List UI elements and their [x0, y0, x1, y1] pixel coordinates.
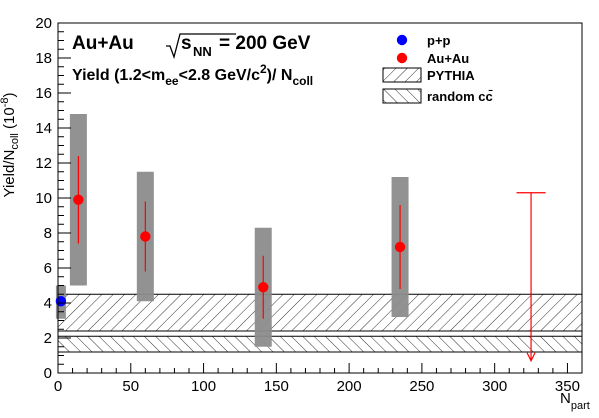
legend-auau-marker: [396, 52, 408, 64]
point-auau-2: [258, 282, 269, 293]
x-tick-label: 250: [409, 378, 434, 395]
svg-text:s: s: [181, 33, 192, 54]
legend-random-swatch: [382, 88, 422, 104]
point-pp-0: [55, 296, 67, 307]
upper-limit-arrowhead: [526, 352, 536, 363]
y-tick-label: 20: [35, 15, 52, 32]
axes: 0 50 100 150 200 250 300 350 0 2 4 6 8 10 12 14 16 18 20: [35, 15, 583, 395]
legend-random-label: random cc̄: [427, 89, 493, 104]
legend-pp-marker: [396, 34, 408, 46]
legend-pythia-swatch: [382, 67, 422, 83]
x-axis-title: Npart: [560, 390, 590, 412]
chart-title: Au+Au: [72, 33, 134, 54]
x-tick-label: 0: [54, 378, 62, 395]
y-axis-title: Yield/Ncoll (10-8): [0, 93, 21, 198]
y-tick-label: 0: [44, 365, 52, 382]
x-tick-label: 300: [482, 378, 507, 395]
y-tick-label: 12: [35, 155, 52, 172]
svg-text:Npart: Npart: [560, 390, 590, 412]
band-pythia: [57, 293, 583, 332]
energy-label: s NN = 200 GeV: [166, 33, 311, 60]
svg-text:Yield (1.2<mee<2.8 GeV/c2)/ Nc: Yield (1.2<mee<2.8 GeV/c2)/ Ncoll: [72, 62, 313, 88]
svg-text:Yield/Ncoll (10-8): Yield/Ncoll (10-8): [0, 93, 21, 198]
y-tick-label: 10: [35, 190, 52, 207]
svg-text:= 200 GeV: = 200 GeV: [219, 33, 311, 54]
point-auau-0: [73, 194, 84, 205]
x-tick-label: 150: [264, 378, 289, 395]
legend: p+p Au+Au PYTHIA random cc̄: [382, 33, 493, 104]
x-tick-label: 350: [555, 378, 580, 395]
legend-pythia-label: PYTHIA: [427, 68, 475, 83]
data-points: [55, 194, 406, 307]
x-tick-label: 200: [337, 378, 362, 395]
point-auau-1: [140, 231, 151, 242]
y-tick-label: 4: [44, 295, 52, 312]
background-bands: [57, 293, 583, 353]
chart-subtitle: Yield (1.2<mee<2.8 GeV/c2)/ Ncoll: [72, 62, 313, 88]
legend-auau-label: Au+Au: [427, 51, 469, 66]
svg-text:NN: NN: [193, 44, 212, 59]
band-random: [57, 335, 583, 353]
y-tick-label: 6: [44, 260, 52, 277]
y-tick-label: 18: [35, 50, 52, 67]
legend-pp-label: p+p: [427, 33, 451, 48]
point-auau-3: [394, 241, 406, 253]
x-tick-label: 50: [122, 378, 139, 395]
y-tick-label: 14: [35, 120, 52, 137]
y-tick-label: 2: [44, 330, 52, 347]
y-tick-label: 8: [44, 225, 52, 242]
y-tick-label: 16: [35, 85, 52, 102]
x-tick-label: 100: [191, 378, 216, 395]
